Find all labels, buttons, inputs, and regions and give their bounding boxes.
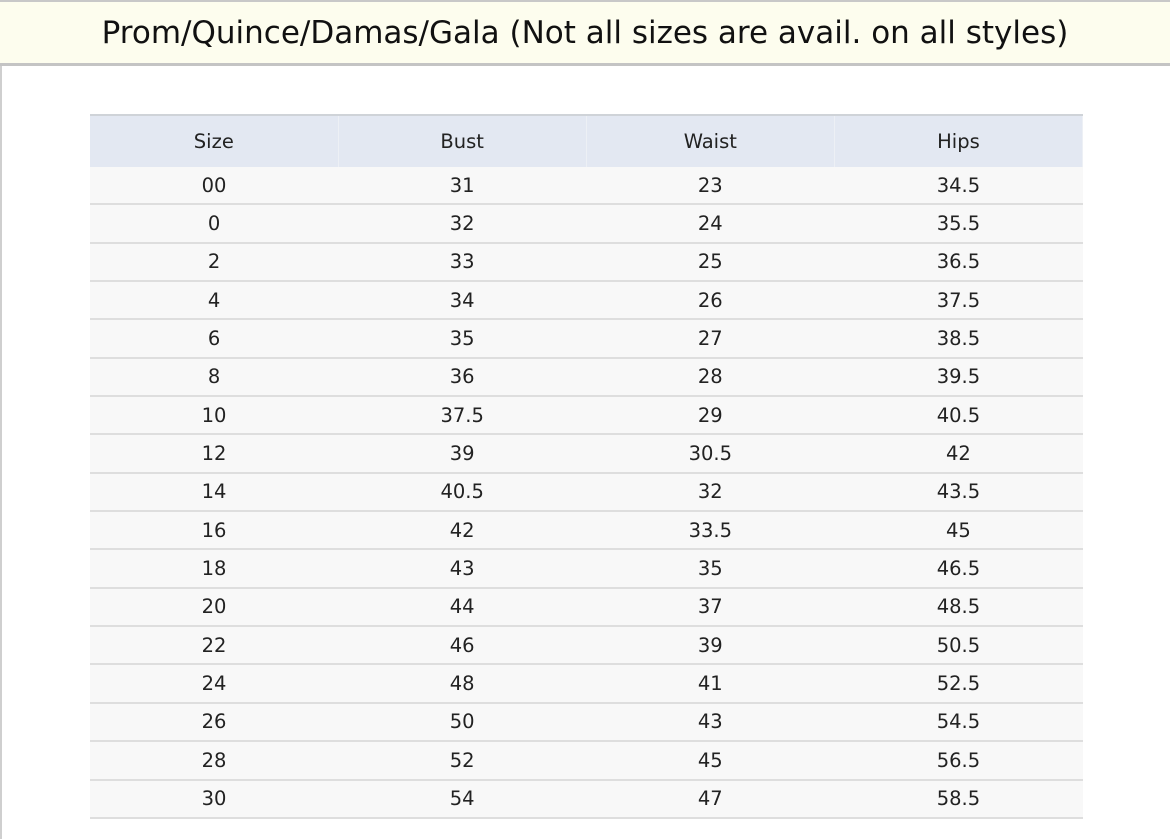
cell-waist: 32: [586, 472, 835, 513]
cell-hips: 43.5: [834, 472, 1083, 513]
left-border: [0, 66, 2, 839]
cell-size: 28: [90, 741, 339, 781]
cell-size: 2: [90, 242, 339, 283]
cell-hips: 46.5: [834, 549, 1083, 589]
cell-bust: 46: [338, 626, 587, 666]
cell-size: 22: [90, 626, 339, 666]
cell-bust: 34: [338, 281, 587, 321]
cell-bust: 33: [338, 242, 587, 283]
cell-waist: 33.5: [586, 511, 835, 551]
cell-bust: 50: [338, 702, 587, 743]
header-row: Size Bust Waist Hips: [90, 114, 1084, 167]
cell-size: 4: [90, 281, 339, 321]
title-bar: Prom/Quince/Damas/Gala (Not all sizes ar…: [0, 0, 1170, 66]
table-row: 14 40.5 32 43.5: [90, 472, 1083, 513]
cell-size: 8: [90, 357, 339, 398]
cell-size: 0: [90, 204, 339, 244]
cell-waist: 27: [586, 319, 835, 359]
cell-hips: 45: [834, 511, 1083, 551]
cell-hips: 34.5: [834, 167, 1083, 206]
table-row: 22 46 39 50.5: [90, 626, 1083, 666]
cell-size: 10: [90, 396, 339, 436]
cell-bust: 31: [338, 167, 587, 206]
cell-waist: 23: [586, 167, 835, 206]
header-hips: Hips: [834, 114, 1084, 167]
table-row: 18 43 35 46.5: [90, 549, 1083, 589]
cell-size: 24: [90, 664, 339, 704]
header-size: Size: [90, 114, 339, 167]
cell-hips: 38.5: [834, 319, 1083, 359]
cell-size: 30: [90, 779, 339, 819]
cell-waist: 41: [586, 664, 835, 704]
cell-waist: 47: [586, 779, 835, 819]
header-bust: Bust: [338, 114, 587, 167]
cell-bust: 52: [338, 741, 587, 781]
cell-bust: 42: [338, 511, 587, 551]
cell-bust: 39: [338, 434, 587, 474]
table-row: 30 54 47 58.5: [90, 779, 1083, 819]
cell-hips: 40.5: [834, 396, 1083, 436]
cell-waist: 35: [586, 549, 835, 589]
size-chart-table: Size Bust Waist Hips 00 31 23 34.5 0 32 24 35.5…: [90, 114, 1084, 819]
header-waist: Waist: [586, 114, 835, 167]
cell-waist: 30.5: [586, 434, 835, 474]
table-row: 4 34 26 37.5: [90, 281, 1083, 321]
cell-size: 20: [90, 587, 339, 628]
cell-waist: 24: [586, 204, 835, 244]
cell-hips: 54.5: [834, 702, 1083, 743]
cell-bust: 37.5: [338, 396, 587, 436]
table-row: 16 42 33.5 45: [90, 511, 1083, 551]
cell-bust: 43: [338, 549, 587, 589]
table-row: 20 44 37 48.5: [90, 587, 1083, 628]
cell-size: 14: [90, 472, 339, 513]
cell-waist: 39: [586, 626, 835, 666]
cell-hips: 48.5: [834, 587, 1083, 628]
cell-hips: 50.5: [834, 626, 1083, 666]
cell-hips: 42: [834, 434, 1083, 474]
cell-bust: 54: [338, 779, 587, 819]
table-row: 8 36 28 39.5: [90, 357, 1083, 398]
cell-bust: 36: [338, 357, 587, 398]
cell-hips: 52.5: [834, 664, 1083, 704]
table-row: 2 33 25 36.5: [90, 242, 1083, 283]
cell-size: 16: [90, 511, 339, 551]
table-row: 28 52 45 56.5: [90, 741, 1083, 781]
cell-size: 26: [90, 702, 339, 743]
cell-size: 18: [90, 549, 339, 589]
cell-bust: 48: [338, 664, 587, 704]
table-row: 26 50 43 54.5: [90, 702, 1083, 743]
table-row: 0 32 24 35.5: [90, 204, 1083, 244]
table-row: 10 37.5 29 40.5: [90, 396, 1083, 436]
cell-hips: 36.5: [834, 242, 1083, 283]
cell-size: 00: [90, 167, 339, 206]
table-row: 24 48 41 52.5: [90, 664, 1083, 704]
table-row: 6 35 27 38.5: [90, 319, 1083, 359]
cell-hips: 39.5: [834, 357, 1083, 398]
cell-size: 12: [90, 434, 339, 474]
cell-bust: 44: [338, 587, 587, 628]
cell-size: 6: [90, 319, 339, 359]
cell-hips: 58.5: [834, 779, 1083, 819]
cell-bust: 35: [338, 319, 587, 359]
cell-waist: 28: [586, 357, 835, 398]
table-row: 12 39 30.5 42: [90, 434, 1083, 474]
cell-waist: 45: [586, 741, 835, 781]
cell-hips: 56.5: [834, 741, 1083, 781]
page-title: Prom/Quince/Damas/Gala (Not all sizes ar…: [101, 15, 1069, 51]
cell-hips: 37.5: [834, 281, 1083, 321]
cell-waist: 25: [586, 242, 835, 283]
cell-bust: 32: [338, 204, 587, 244]
cell-waist: 43: [586, 702, 835, 743]
table-row: 00 31 23 34.5: [90, 167, 1083, 206]
cell-waist: 29: [586, 396, 835, 436]
cell-waist: 37: [586, 587, 835, 628]
cell-bust: 40.5: [338, 472, 587, 513]
cell-hips: 35.5: [834, 204, 1083, 244]
cell-waist: 26: [586, 281, 835, 321]
